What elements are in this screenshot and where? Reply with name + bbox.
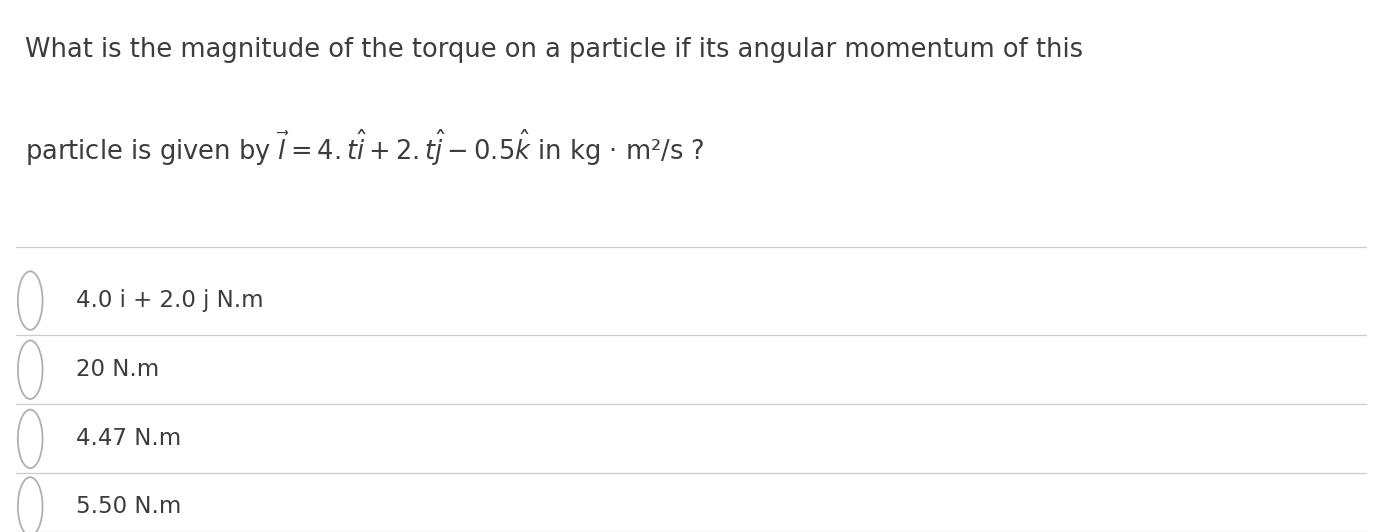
Text: 4.0 i + 2.0 j N.m: 4.0 i + 2.0 j N.m: [76, 289, 264, 312]
Text: 4.47 N.m: 4.47 N.m: [76, 427, 181, 451]
Text: 20 N.m: 20 N.m: [76, 358, 159, 381]
Text: 5.50 N.m: 5.50 N.m: [76, 495, 181, 518]
Text: What is the magnitude of the torque on a particle if its angular momentum of thi: What is the magnitude of the torque on a…: [25, 37, 1083, 63]
Text: particle is given by $\vec{l} = 4.t\hat{i} + 2.t\hat{j} - 0.5\hat{k}$ in kg · m²: particle is given by $\vec{l} = 4.t\hat{…: [25, 128, 704, 168]
